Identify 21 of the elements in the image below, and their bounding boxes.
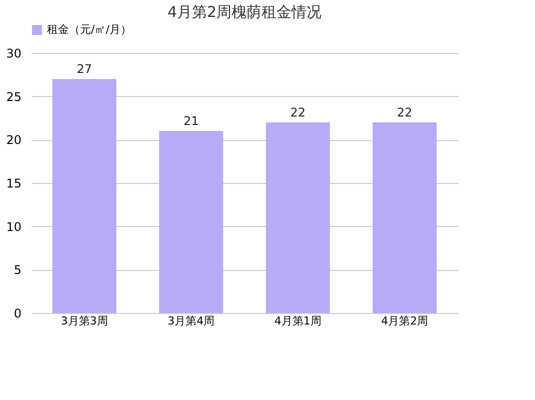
data-label: 21 — [183, 114, 199, 128]
x-tick-label: 3月第4周 — [168, 314, 215, 328]
legend-label: 租金（元/㎡/月） — [47, 23, 132, 36]
bar — [266, 122, 330, 313]
y-tick-label: 30 — [6, 46, 22, 60]
x-tick-label: 4月第1周 — [274, 314, 322, 328]
x-tick-label: 3月第3周 — [60, 314, 108, 328]
x-tick-label: 4月第2周 — [381, 314, 428, 328]
bar — [159, 131, 224, 313]
data-label: 22 — [290, 105, 306, 120]
y-tick-label: 5 — [14, 263, 22, 278]
y-tick-label: 25 — [6, 90, 22, 104]
y-tick-label: 0 — [14, 306, 22, 320]
data-label: 22 — [396, 105, 412, 120]
y-tick-label: 15 — [6, 176, 22, 190]
chart-title: 4月第2周槐荫租金情况 — [167, 3, 322, 21]
bar — [372, 122, 437, 313]
bar — [52, 79, 116, 313]
data-label: 27 — [76, 62, 92, 76]
y-tick-label: 10 — [6, 220, 22, 234]
y-tick-label: 20 — [6, 133, 22, 148]
